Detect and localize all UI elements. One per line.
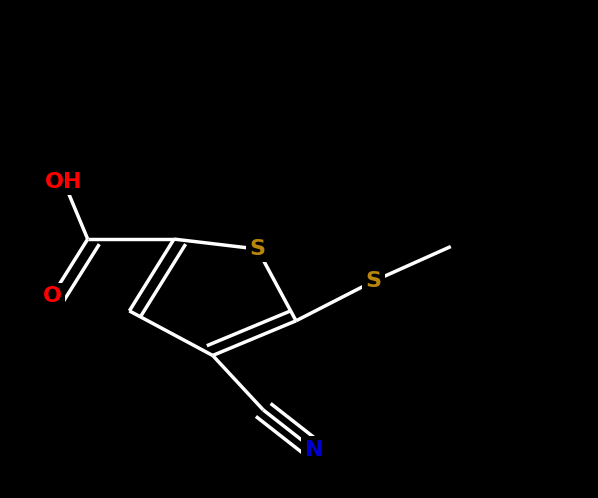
Text: S: S xyxy=(365,271,382,291)
Text: O: O xyxy=(42,286,62,306)
Text: OH: OH xyxy=(45,172,83,192)
Text: S: S xyxy=(249,239,266,259)
Text: N: N xyxy=(304,440,323,460)
